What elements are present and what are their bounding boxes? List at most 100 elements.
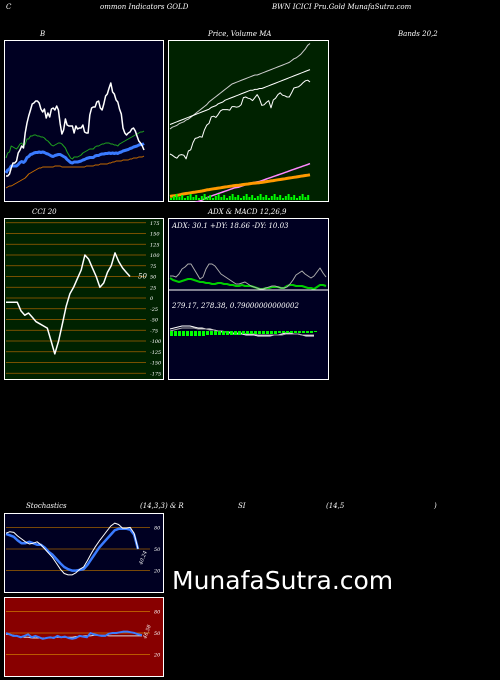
volume-bar [259, 194, 262, 200]
volume-bar [228, 196, 231, 200]
volume-bar [181, 195, 184, 200]
header-left: ommon Indicators GOLD [100, 3, 189, 11]
macd-histogram-bar [182, 331, 185, 336]
ma-line-2 [169, 69, 311, 125]
price-panel [168, 40, 329, 202]
macd-histogram-bar [170, 331, 173, 336]
macd-label: 279.17, 278.38, 0.79000000000002 [171, 302, 299, 310]
macd-histogram-bar [274, 331, 277, 334]
cci-tick-label: -150 [150, 361, 162, 367]
volume-bar [256, 196, 259, 200]
price-line [6, 82, 145, 177]
stochastics-panel: 80 50 20 40.24 [4, 513, 164, 593]
cci-tick-label: 50 [150, 275, 157, 281]
volume-bar [214, 196, 217, 200]
macd-histogram-bar [306, 331, 309, 333]
price-title: Price, Volume MA [208, 30, 272, 38]
macd-histogram-bar [222, 331, 225, 335]
rsi-title: SI [238, 502, 246, 510]
rsi-panel: 80 50 20 46.58 [4, 597, 164, 677]
macd-histogram-bar [242, 331, 245, 334]
rsi-tick-label: 20 [153, 653, 161, 659]
volume-bar [279, 195, 282, 200]
cci-tick-label: -100 [150, 339, 162, 345]
cci-tick-label: -175 [150, 371, 161, 377]
volume-bar [212, 198, 214, 200]
macd-histogram-bar [302, 331, 305, 333]
volume-bar [254, 198, 256, 200]
volume-bar [184, 198, 186, 200]
volume-bar [284, 196, 287, 200]
rsi-params: (14,5 [326, 502, 345, 510]
volume-bar [301, 194, 304, 200]
volume-bar [245, 194, 248, 200]
volume-bar [172, 196, 175, 200]
adx-label: ADX: 30.1 +DY: 18.66 -DY: 10.03 [171, 222, 289, 230]
cci-panel: 1751501251007550250-25-50-75-100-125-150… [4, 218, 164, 380]
ma-line-4 [169, 173, 311, 198]
volume-bar [307, 195, 310, 200]
volume-bar [170, 198, 172, 200]
panel-frame [4, 40, 164, 202]
macd-histogram-bar [186, 331, 189, 336]
volume-bar [231, 194, 234, 200]
adx-line [169, 277, 327, 290]
macd-histogram-bar [286, 331, 289, 333]
macd-histogram-bar [214, 331, 217, 335]
rsi-line [6, 633, 142, 639]
cci-line [6, 252, 131, 355]
volume-bar [234, 197, 237, 200]
middle-band-line [4, 142, 145, 174]
volume-bar [276, 197, 279, 200]
rsi-close-paren: ) [434, 502, 437, 510]
macd-histogram-bar [310, 331, 313, 333]
volume-bar [273, 194, 276, 200]
macd-histogram-bar [178, 331, 181, 336]
cci-tick-label: 0 [150, 296, 154, 302]
stoch-value-label: 40.24 [138, 550, 149, 566]
stoch-tick-label: 50 [154, 547, 161, 553]
volume-bar [186, 196, 189, 200]
bb-title-right: Bands 20,2 [398, 30, 438, 38]
volume-bar [192, 197, 195, 200]
cci-tick-label: -125 [150, 350, 161, 356]
macd-histogram-bar [238, 331, 241, 335]
volume-bar [270, 196, 273, 200]
upper-band-line [5, 130, 145, 160]
stoch-tick-label: 80 [154, 525, 161, 531]
macd-histogram-bar [254, 331, 257, 334]
cci-tick-label: -50 [150, 318, 159, 324]
volume-bar [220, 197, 223, 200]
rsi-tick-label: 50 [154, 631, 161, 637]
macd-histogram-bar [206, 331, 209, 335]
volume-bar [178, 197, 181, 200]
close-price-line [169, 79, 311, 160]
macd-histogram-bar [294, 331, 297, 333]
cci-tick-label: 125 [150, 242, 160, 248]
bb-title: B [40, 30, 46, 38]
header-right: BWN ICICI Pru.Gold MunafaSutra.com [272, 3, 412, 11]
cci-tick-label: -75 [150, 328, 158, 334]
rsi-tick-label: 80 [154, 609, 161, 615]
cci-tick-label: -25 [150, 307, 158, 313]
cci-tick-label: 175 [150, 221, 160, 227]
adx-title: ADX & MACD 12,26,9 [208, 208, 287, 216]
macd-histogram-bar [270, 331, 273, 334]
cci-tick-label: 150 [150, 232, 160, 238]
macd-histogram-bar [194, 331, 197, 336]
macd-histogram-bar [282, 331, 285, 333]
cci-tick-label: 100 [150, 253, 160, 259]
bollinger-panel [4, 40, 164, 202]
volume-bar [217, 194, 220, 200]
watermark: MunafaSutra.com [172, 566, 394, 595]
macd-histogram-bar [230, 331, 233, 335]
macd-histogram-bar [234, 331, 237, 335]
macd-histogram-bar [250, 331, 253, 334]
stoch-k-line [5, 522, 139, 576]
volume-bar [203, 194, 206, 200]
volume-bar [223, 195, 226, 200]
macd-histogram-bar [278, 331, 281, 333]
macd-histogram-bar [298, 331, 301, 333]
di-line [170, 263, 327, 290]
volume-bar [226, 198, 228, 200]
